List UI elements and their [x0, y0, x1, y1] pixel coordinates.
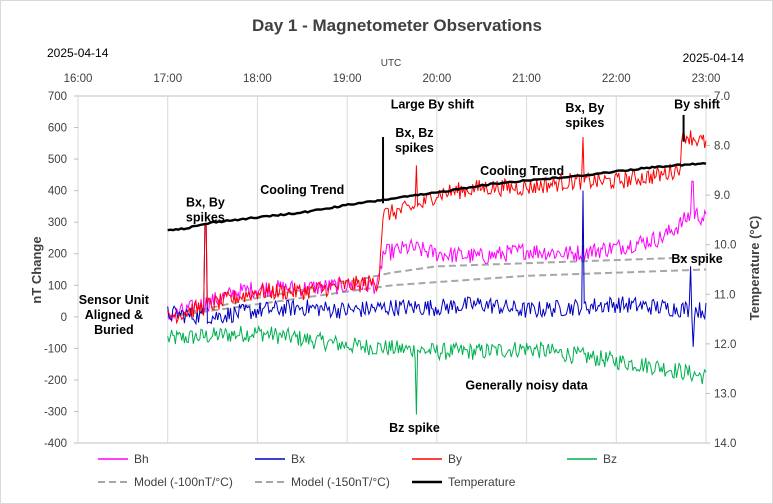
y-left-tick-label: 0 [61, 312, 67, 324]
legend: Bh Bx By Bz Model (-100nT/°C) Model (-150nT/°… [98, 452, 617, 489]
annotation-label: Sensor Unit Aligned & Buried [79, 293, 150, 337]
y-left-tick-label: 400 [48, 186, 67, 198]
annotation-label-line: Cooling Trend [480, 164, 564, 178]
x-tick-label: 16:00 [64, 73, 93, 85]
annotation-label-line: Buried [94, 323, 134, 337]
annotation-label-line: Bz spike [389, 421, 440, 435]
x-tick-label: 19:00 [333, 73, 362, 85]
annotation-label: Bz spike [389, 421, 440, 435]
annotation-label-line: spikes [186, 210, 225, 224]
annotation-label-line: spikes [395, 141, 434, 155]
legend-label-model-150nt-c: Model (-150nT/°C) [291, 475, 390, 489]
y-right-tick-label: 12.0 [714, 339, 736, 351]
annotation-label-line: By shift [674, 98, 721, 112]
annotation-label-line: Bx, Bz [395, 126, 433, 140]
y-left-tick-label: 700 [48, 91, 67, 103]
annotation-label: Bx spike [671, 252, 722, 266]
annotation-label-line: Large By shift [391, 98, 475, 112]
legend-label-bh: Bh [134, 452, 149, 466]
legend-label-bx: Bx [291, 452, 305, 466]
annotation-label: Bx, By spikes [186, 195, 225, 224]
annotation-label: Generally noisy data [465, 378, 588, 392]
annotation-label: Bx, Bz spikes [395, 126, 434, 155]
x-tick-label: 22:00 [602, 73, 631, 85]
x-tick-label: 20:00 [422, 73, 451, 85]
annotation-label-line: Sensor Unit [79, 293, 150, 307]
annotation-label-line: Bx, By [186, 195, 225, 209]
annotation-label: Cooling Trend [260, 183, 344, 197]
series-line-temperature [167, 161, 707, 232]
legend-label-temperature: Temperature [448, 475, 516, 489]
series-line-by [167, 130, 707, 325]
annotation-label-line: Bx, By [565, 101, 604, 115]
legend-label-model-100nt-c: Model (-100nT/°C) [134, 475, 233, 489]
y-left-tick-label: -300 [44, 406, 67, 418]
y-right-tick-label: 11.0 [714, 289, 736, 301]
left-tick-labels: 700 600 500 400 300 200 100 0 -100 -200 -300 -400 [44, 91, 78, 450]
legend-label-by: By [448, 452, 462, 466]
series-line-bh [167, 180, 707, 322]
y-right-tick-label: 7.0 [714, 91, 730, 103]
annotation-label-line: Cooling Trend [260, 183, 344, 197]
y-right-tick-label: 8.0 [714, 141, 730, 153]
y-left-tick-label: -200 [44, 375, 67, 387]
series-line-bx [167, 190, 707, 347]
y-left-tick-label: -100 [44, 343, 67, 355]
y-right-tick-label: 13.0 [714, 388, 736, 400]
y-right-axis-label: Temperature (°C) [747, 216, 762, 321]
annotation-label: Bx, By spikes [565, 101, 604, 130]
x-tick-label: 18:00 [243, 73, 272, 85]
date-left: 2025-04-14 [47, 46, 109, 60]
annotation-label-line: Aligned & [85, 308, 143, 322]
series-layer [167, 130, 707, 415]
y-left-tick-label: 100 [48, 280, 67, 292]
y-left-axis-label: nT Change [29, 236, 44, 303]
y-left-tick-label: 500 [48, 154, 67, 166]
legend-label-bz: Bz [603, 452, 617, 466]
y-right-tick-label: 14.0 [714, 438, 736, 450]
y-left-tick-label: 300 [48, 217, 67, 229]
y-right-tick-label: 9.0 [714, 190, 730, 202]
x-tick-label: 23:00 [692, 73, 721, 85]
date-right: 2025-04-14 [683, 51, 745, 65]
chart-title: Day 1 - Magnetometer Observations [252, 16, 542, 35]
x-axis-title: UTC [381, 58, 402, 69]
annotation-label-line: Bx spike [671, 252, 722, 266]
annotation-label-line: Generally noisy data [465, 378, 588, 392]
y-left-tick-label: 200 [48, 249, 67, 261]
annotation-label: Cooling Trend [480, 164, 564, 178]
x-tick-labels: 16:00 17:00 18:00 19:00 20:00 21:00 22:00 23:00 [64, 73, 721, 85]
right-tick-labels: 7.0 8.0 9.0 10.0 11.0 12.0 13.0 14.0 [706, 91, 736, 450]
x-tick-label: 17:00 [153, 73, 182, 85]
annotation-label: Large By shift [391, 98, 475, 112]
y-left-tick-label: -400 [44, 438, 67, 450]
x-tick-label: 21:00 [512, 73, 541, 85]
annotation-label: By shift [674, 98, 721, 112]
series-line-model-100nt-c [167, 268, 707, 318]
series-line-bz [167, 324, 707, 415]
annotation-label-line: spikes [565, 116, 604, 130]
y-left-tick-label: 600 [48, 123, 67, 135]
y-right-tick-label: 10.0 [714, 240, 736, 252]
